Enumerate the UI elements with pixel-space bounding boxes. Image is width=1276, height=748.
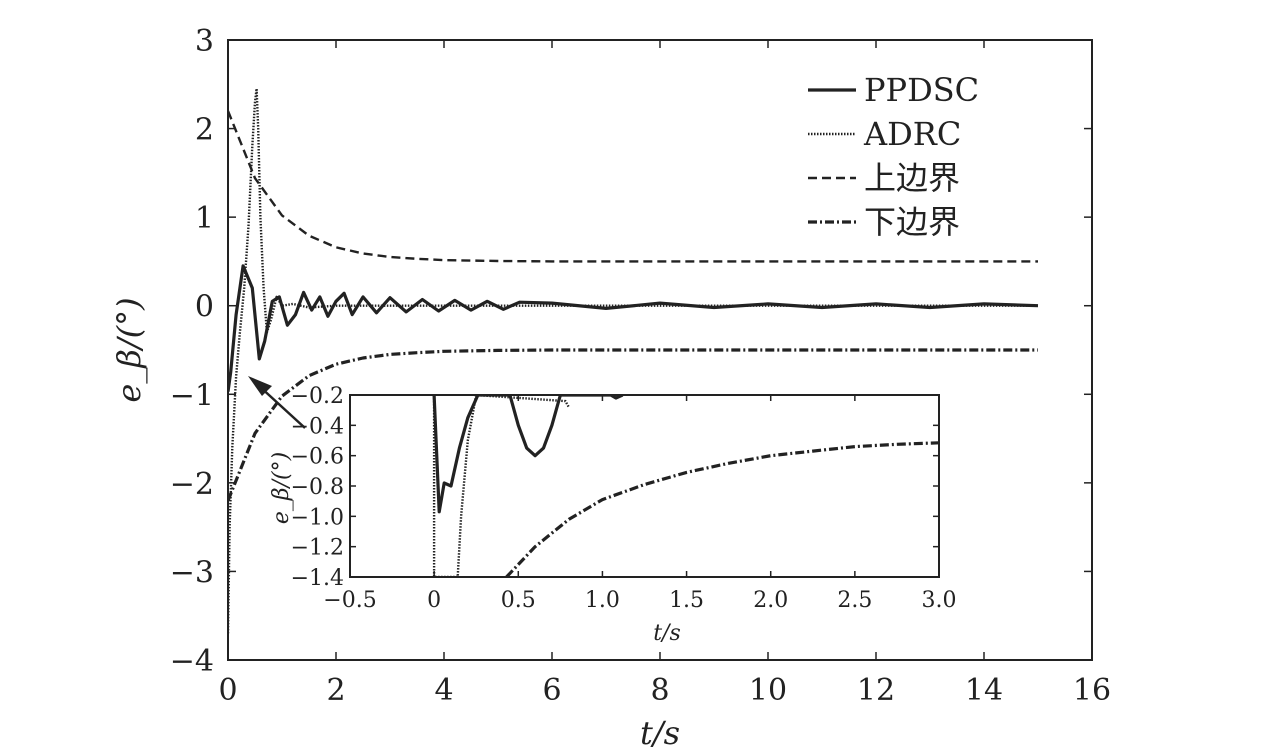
inset-x-tick-label: 2.0 — [753, 588, 788, 613]
main-y-axis-label: e_β/(°) — [110, 297, 148, 402]
main-x-axis-label: t/s — [640, 714, 680, 748]
main-x-tick-label: 6 — [542, 673, 561, 708]
inset-y-tick-label: −0.6 — [291, 445, 344, 470]
main-y-tick-label: 1 — [195, 201, 214, 236]
main-y-tick-label: 2 — [195, 113, 214, 148]
inset-x-tick-label: 1.5 — [669, 588, 704, 613]
main-y-tick-label: 3 — [195, 24, 214, 59]
main-y-tick-label: −3 — [170, 555, 214, 590]
inset-y-tick-label: −0.8 — [291, 475, 344, 500]
main-x-tick-label: 0 — [218, 673, 237, 708]
main-y-tick-label: 0 — [195, 290, 214, 325]
main-series-dashdot-line — [228, 348, 1038, 502]
legend-entry-label: 下边界 — [864, 203, 960, 241]
inset-series-dotted-line — [432, 395, 570, 577]
inset-y-tick-label: −1.4 — [291, 566, 344, 591]
main-series-dotted-line — [228, 87, 1038, 634]
inset-y-axis-label: e_β/(°) — [269, 452, 294, 524]
legend-entry-label: ADRC — [863, 115, 961, 153]
inset-x-tick-label: 3.0 — [922, 588, 957, 613]
main-y-tick-label: −4 — [170, 644, 214, 679]
main-x-tick-label: 12 — [857, 673, 895, 708]
main-x-tick-label: 4 — [434, 673, 453, 708]
inset-x-tick-label: 0.5 — [501, 588, 536, 613]
zoom-arrow — [248, 376, 306, 429]
inset-y-tick-label: −1.2 — [291, 536, 344, 561]
inset-x-tick-label: 0 — [427, 588, 441, 613]
inset-series-dashdot-line — [505, 441, 939, 577]
zoom-arrow-head — [248, 376, 272, 396]
legend-entry-label: PPDSC — [864, 71, 979, 109]
inset-x-axis-label: t/s — [653, 621, 681, 646]
inset-y-tick-label: −1.0 — [291, 505, 344, 530]
main-x-tick-label: 14 — [965, 673, 1003, 708]
inset-y-tick-label: −0.4 — [291, 414, 344, 439]
main-x-tick-label: 8 — [650, 673, 669, 708]
main-x-tick-label: 16 — [1073, 673, 1111, 708]
main-chart: 0 2 4 6 8 10 12 14 16−4−3−2−10123PPDSCADRC上边界下边界… — [110, 24, 1111, 748]
inset-series-solid-line — [432, 395, 624, 514]
inset-y-tick-label: −0.2 — [291, 384, 344, 409]
main-y-tick-label: −2 — [170, 467, 214, 502]
inset-chart: −0.5 0 0.5 1.0 1.5 2.0 2.5 3.0 −1.4 −1.2 −1.0 −0.8 −… — [269, 384, 957, 646]
main-series-dashed-line — [228, 110, 1038, 263]
inset-x-tick-label: 1.0 — [585, 588, 620, 613]
main-x-tick-label: 2 — [326, 673, 345, 708]
legend-entry-label: 上边界 — [864, 159, 960, 197]
main-x-tick-label: 10 — [749, 673, 787, 708]
inset-x-tick-label: 2.5 — [837, 588, 872, 613]
main-y-tick-label: −1 — [170, 378, 214, 413]
inset-x-tick-label: −0.5 — [323, 588, 376, 613]
